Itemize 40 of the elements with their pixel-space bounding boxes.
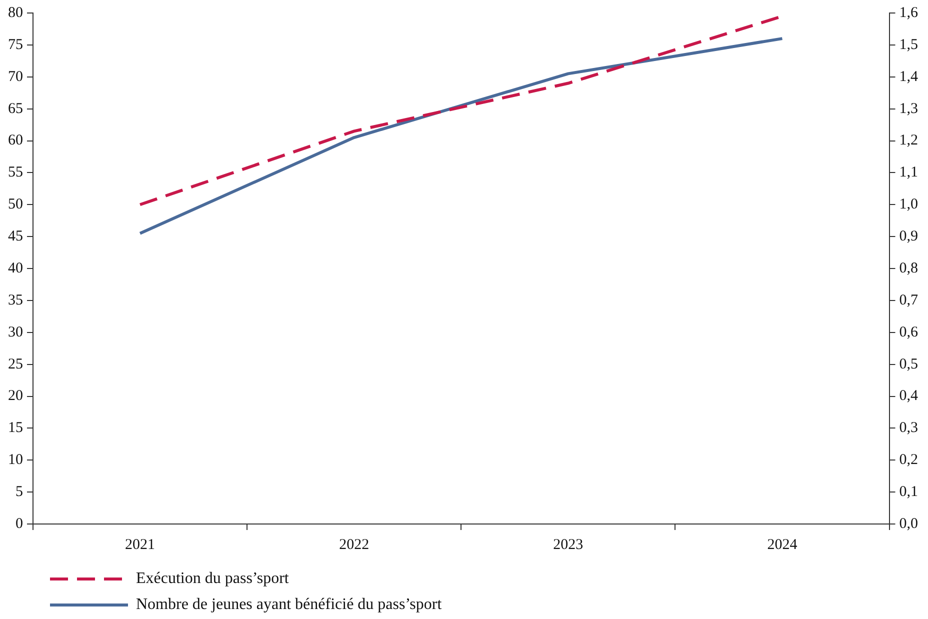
y-tick-label: 15 [8,420,23,436]
y-tick-label: 35 [8,292,23,308]
y2-tick-label: 1,0 [899,196,918,213]
y2-tick-label: 0,0 [899,516,918,532]
y2-tick-label: 0,4 [899,388,918,404]
y2-tick-label: 1,2 [899,132,918,149]
y2-tick-label: 0,8 [899,260,918,276]
x-tick-label: 2024 [767,536,798,553]
y2-tick-label: 0,3 [899,420,918,436]
x-tick-label: 2022 [339,536,370,553]
x-tick-label: 2021 [125,536,156,553]
y-tick-label: 5 [16,484,23,500]
legend-label: Nombre de jeunes ayant bénéficié du pass’sport [136,596,442,614]
y2-tick-label: 0,2 [899,452,918,468]
y2-tick-label: 1,4 [899,68,918,85]
y-tick-label: 65 [8,100,23,117]
y2-tick-label: 0,6 [899,324,918,340]
y-tick-label: 30 [8,324,23,340]
y2-tick-label: 0,5 [899,356,918,372]
y-tick-label: 55 [8,164,23,181]
x-tick-label: 2023 [553,536,584,553]
y2-tick-label: 1,3 [899,100,918,117]
y-tick-label: 70 [8,68,23,85]
y-tick-label: 50 [8,196,23,213]
y-tick-label: 20 [8,388,23,404]
y2-tick-label: 1,5 [899,36,918,53]
y-tick-label: 25 [8,356,23,372]
y-tick-label: 60 [8,132,23,149]
y2-tick-label: 1,6 [899,4,918,21]
y-tick-label: 45 [8,228,23,244]
y-tick-label: 0 [16,516,23,532]
y-tick-label: 80 [8,4,23,21]
y2-tick-label: 0,7 [899,292,918,308]
y-tick-label: 40 [8,260,23,276]
legend-label: Exécution du pass’sport [136,570,289,588]
y2-tick-label: 0,9 [899,228,918,244]
y-tick-label: 75 [8,36,23,53]
y-tick-label: 10 [8,452,23,468]
y2-tick-label: 1,1 [899,164,918,181]
y2-tick-label: 0,1 [899,484,918,500]
